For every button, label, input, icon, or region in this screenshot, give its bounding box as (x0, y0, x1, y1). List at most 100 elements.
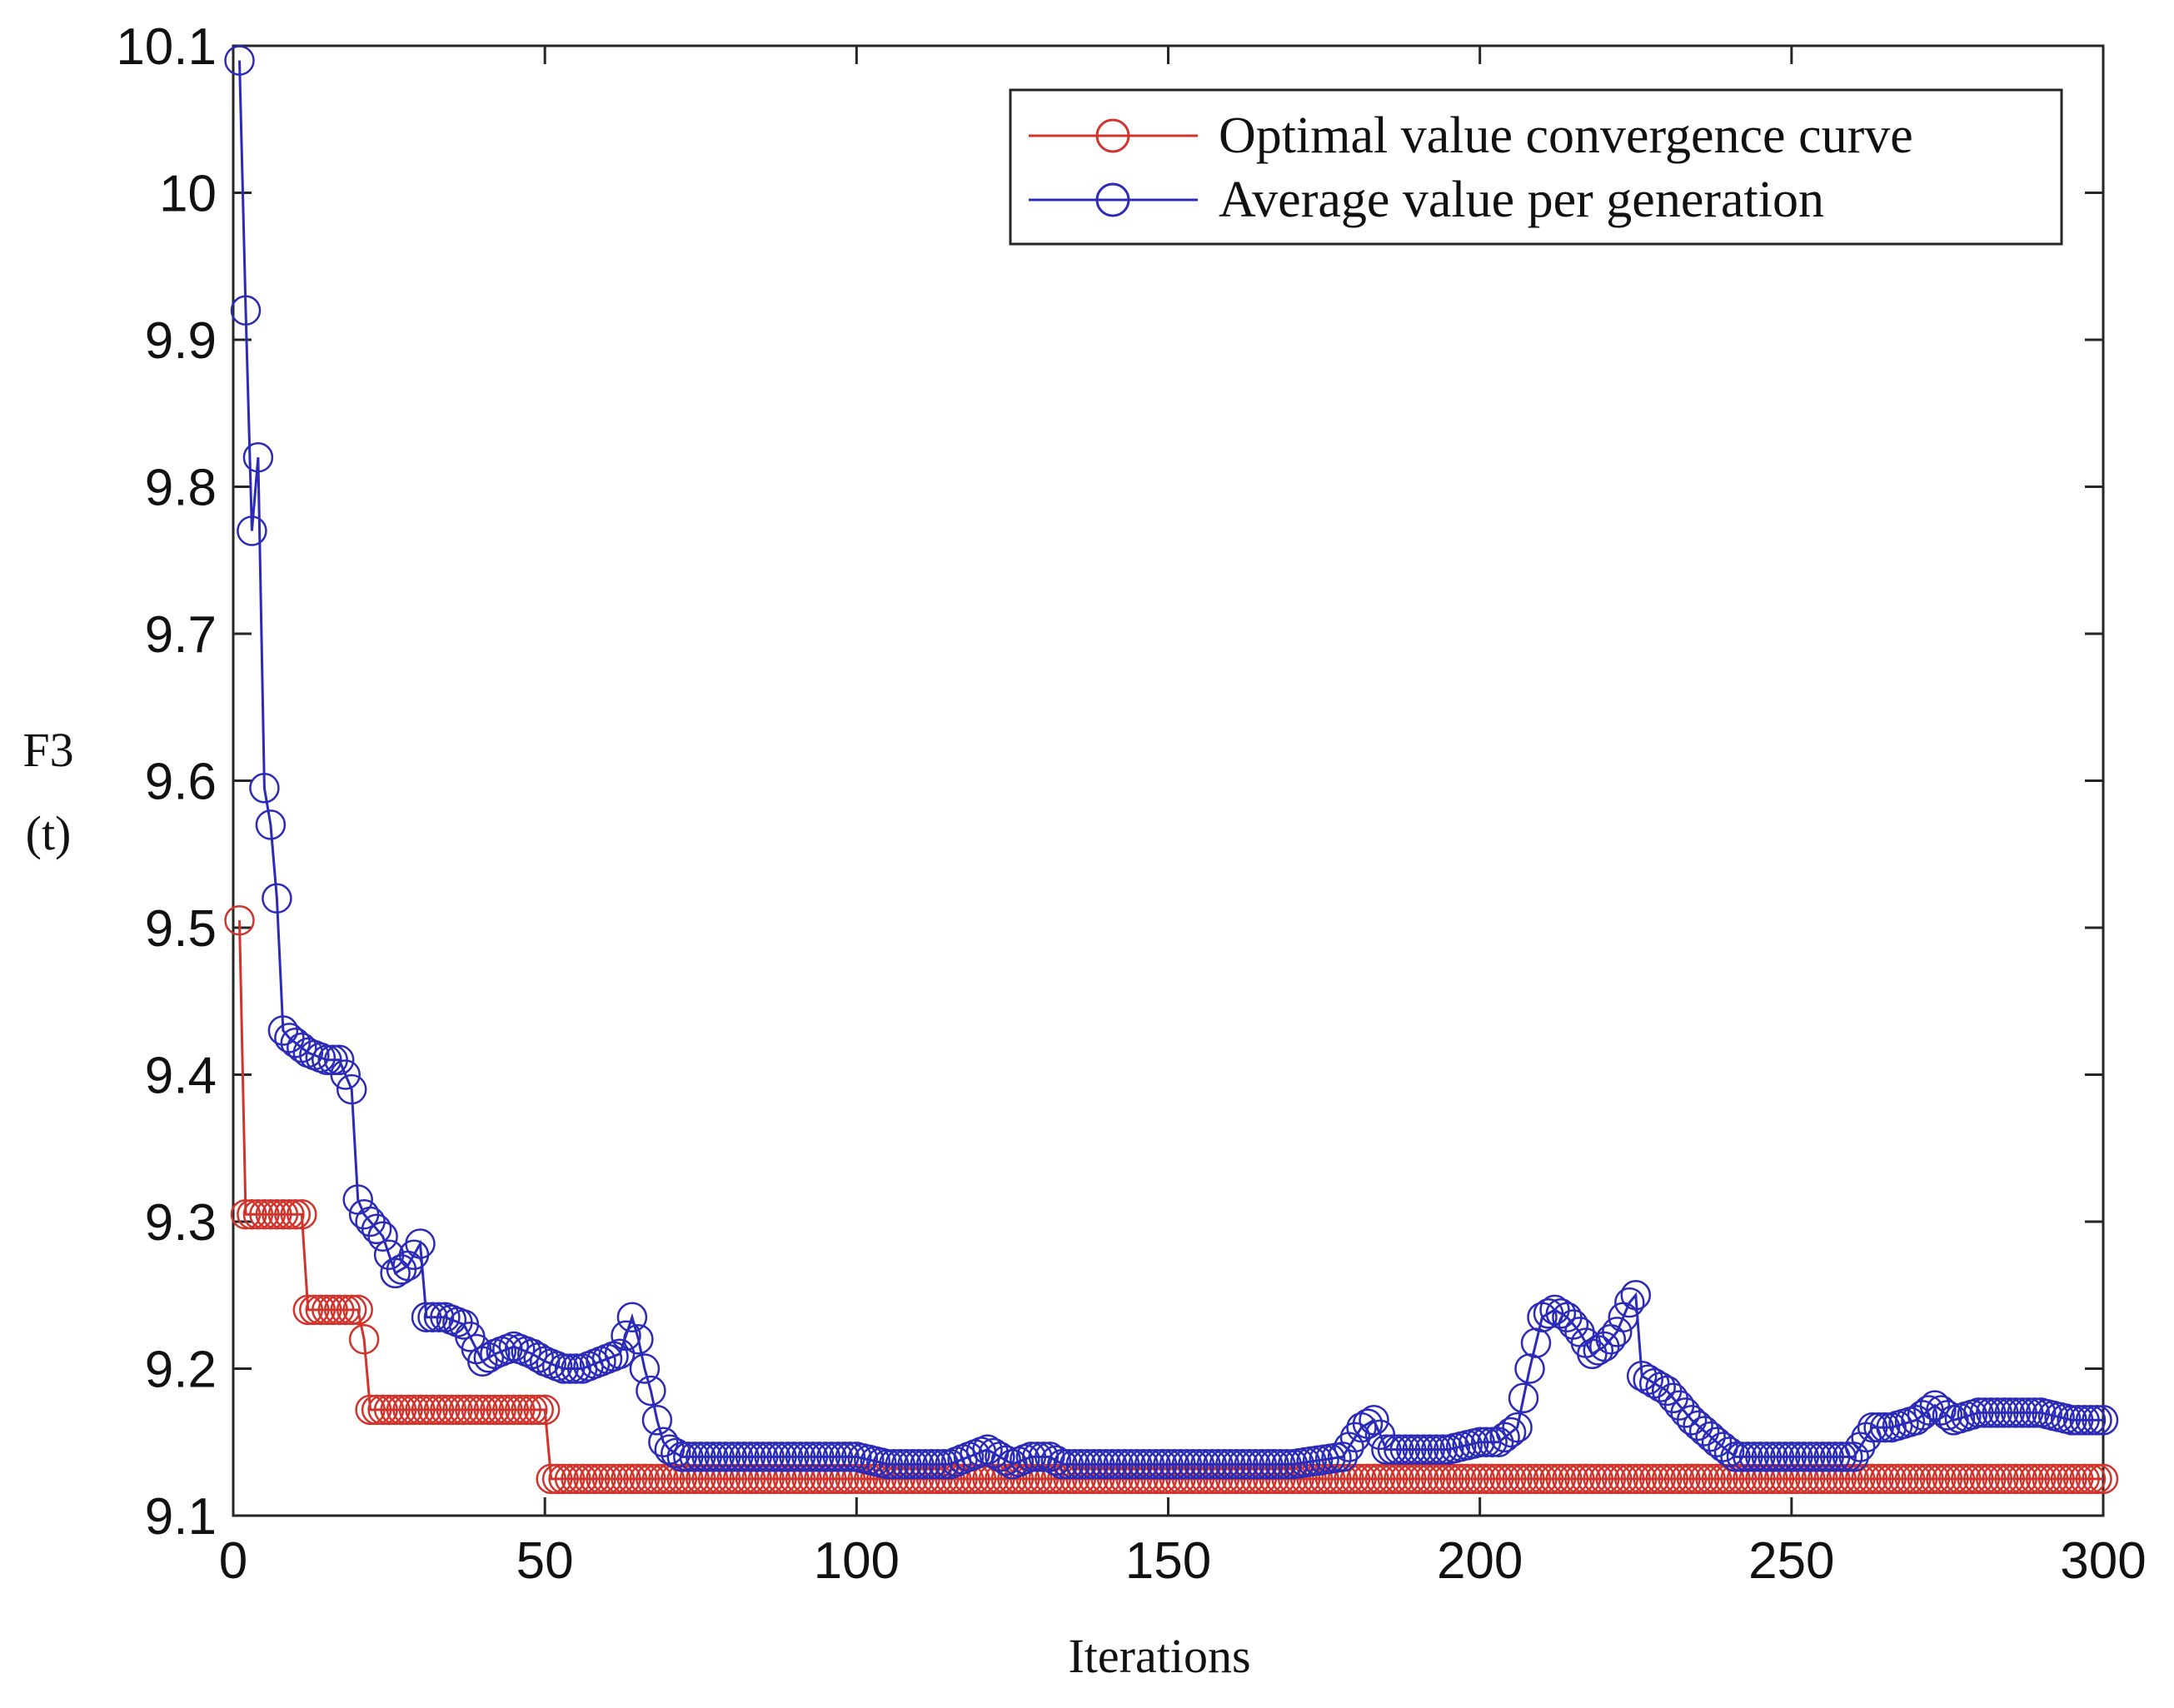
data-point (1115, 1448, 1146, 1480)
data-point (1982, 1397, 2013, 1428)
data-point (2007, 1463, 2037, 1495)
data-point (741, 1442, 772, 1472)
data-point (1071, 1448, 1103, 1480)
data-point (1153, 1448, 1184, 1480)
x-tick-label-50: 50 (516, 1532, 574, 1590)
data-point (1389, 1434, 1421, 1465)
data-point (355, 1394, 386, 1426)
data-point (766, 1442, 797, 1472)
data-point (1527, 1463, 1558, 1495)
data-point (2007, 1397, 2037, 1428)
data-point (1913, 1463, 1944, 1495)
data-point (611, 1320, 641, 1352)
data-point (623, 1323, 654, 1355)
data-point (380, 1394, 411, 1426)
data-point (822, 1442, 854, 1472)
data-point (1053, 1448, 1085, 1480)
data-point (224, 45, 255, 76)
data-point (1957, 1463, 1988, 1495)
data-point (2019, 1463, 2050, 1495)
data-point (1813, 1442, 1844, 1472)
x-tick-label-250: 250 (1748, 1532, 1834, 1590)
data-point (1976, 1463, 2007, 1495)
data-point (1758, 1442, 1788, 1472)
x-axis-label: Iterations (1068, 1629, 1250, 1683)
data-point (1377, 1463, 1409, 1495)
data-point (1570, 1463, 1602, 1495)
data-point (747, 1442, 779, 1472)
data-point (1801, 1442, 1832, 1472)
data-point (1502, 1463, 1533, 1495)
data-point (1121, 1448, 1153, 1480)
data-point (1558, 1463, 1589, 1495)
data-point (1783, 1442, 1813, 1472)
data-point (897, 1448, 928, 1480)
data-point (1907, 1463, 1938, 1495)
data-point (255, 1198, 287, 1230)
data-point (405, 1228, 436, 1259)
data-point (1602, 1463, 1633, 1495)
data-point (1776, 1442, 1808, 1472)
data-point (922, 1448, 953, 1480)
data-point (2032, 1463, 2062, 1495)
y-tick-label-9.5: 9.5 (145, 900, 217, 958)
data-point (2044, 1463, 2075, 1495)
data-point (1495, 1417, 1527, 1448)
data-point (1371, 1434, 1402, 1465)
data-point (1271, 1448, 1302, 1480)
data-point (1171, 1448, 1203, 1480)
data-point (722, 1442, 754, 1472)
data-point (928, 1448, 960, 1480)
data-point (1040, 1445, 1072, 1476)
data-point (829, 1442, 860, 1472)
data-point (548, 1353, 579, 1384)
data-point (890, 1448, 922, 1480)
data-point (710, 1442, 741, 1472)
data-point (1688, 1463, 1720, 1495)
data-point (1795, 1442, 1826, 1472)
data-point (1452, 1463, 1483, 1495)
data-point (386, 1394, 417, 1426)
data-point (2062, 1463, 2094, 1495)
data-point (473, 1394, 505, 1426)
data-point (1060, 1448, 1090, 1480)
data-point (835, 1442, 866, 1472)
data-point (729, 1442, 760, 1472)
data-point (1402, 1463, 1434, 1495)
data-point (953, 1463, 985, 1495)
y-axis-label-line1: F3 (22, 723, 73, 777)
data-point (1788, 1442, 1820, 1472)
data-point (885, 1448, 915, 1480)
data-point (1028, 1442, 1060, 1472)
data-point (1683, 1410, 1713, 1442)
data-point (1533, 1298, 1564, 1329)
data-point (716, 1442, 747, 1472)
data-point (1808, 1442, 1838, 1472)
data-point (1626, 1463, 1658, 1495)
legend-label-average: Average value per generation (1219, 172, 1824, 228)
data-point (1396, 1463, 1427, 1495)
data-point (1701, 1463, 1733, 1495)
data-point (2050, 1463, 2082, 1495)
data-point (373, 1394, 405, 1426)
series-layer (224, 45, 2119, 1495)
data-point (629, 1463, 661, 1495)
data-point (604, 1463, 636, 1495)
data-point (648, 1463, 679, 1495)
data-point (1520, 1463, 1552, 1495)
data-point (516, 1394, 548, 1426)
data-point (1695, 1421, 1726, 1452)
data-point (1359, 1463, 1389, 1495)
data-point (237, 515, 267, 546)
data-point (791, 1442, 822, 1472)
data-point (498, 1394, 530, 1426)
data-point (2012, 1463, 2044, 1495)
data-point (586, 1463, 616, 1495)
data-point (591, 1463, 623, 1495)
data-point (1926, 1463, 1957, 1495)
data-point (1396, 1434, 1427, 1465)
data-point (480, 1394, 511, 1426)
data-point (915, 1448, 947, 1480)
data-point (1389, 1463, 1421, 1495)
y-tick-label-9.7: 9.7 (145, 606, 217, 664)
